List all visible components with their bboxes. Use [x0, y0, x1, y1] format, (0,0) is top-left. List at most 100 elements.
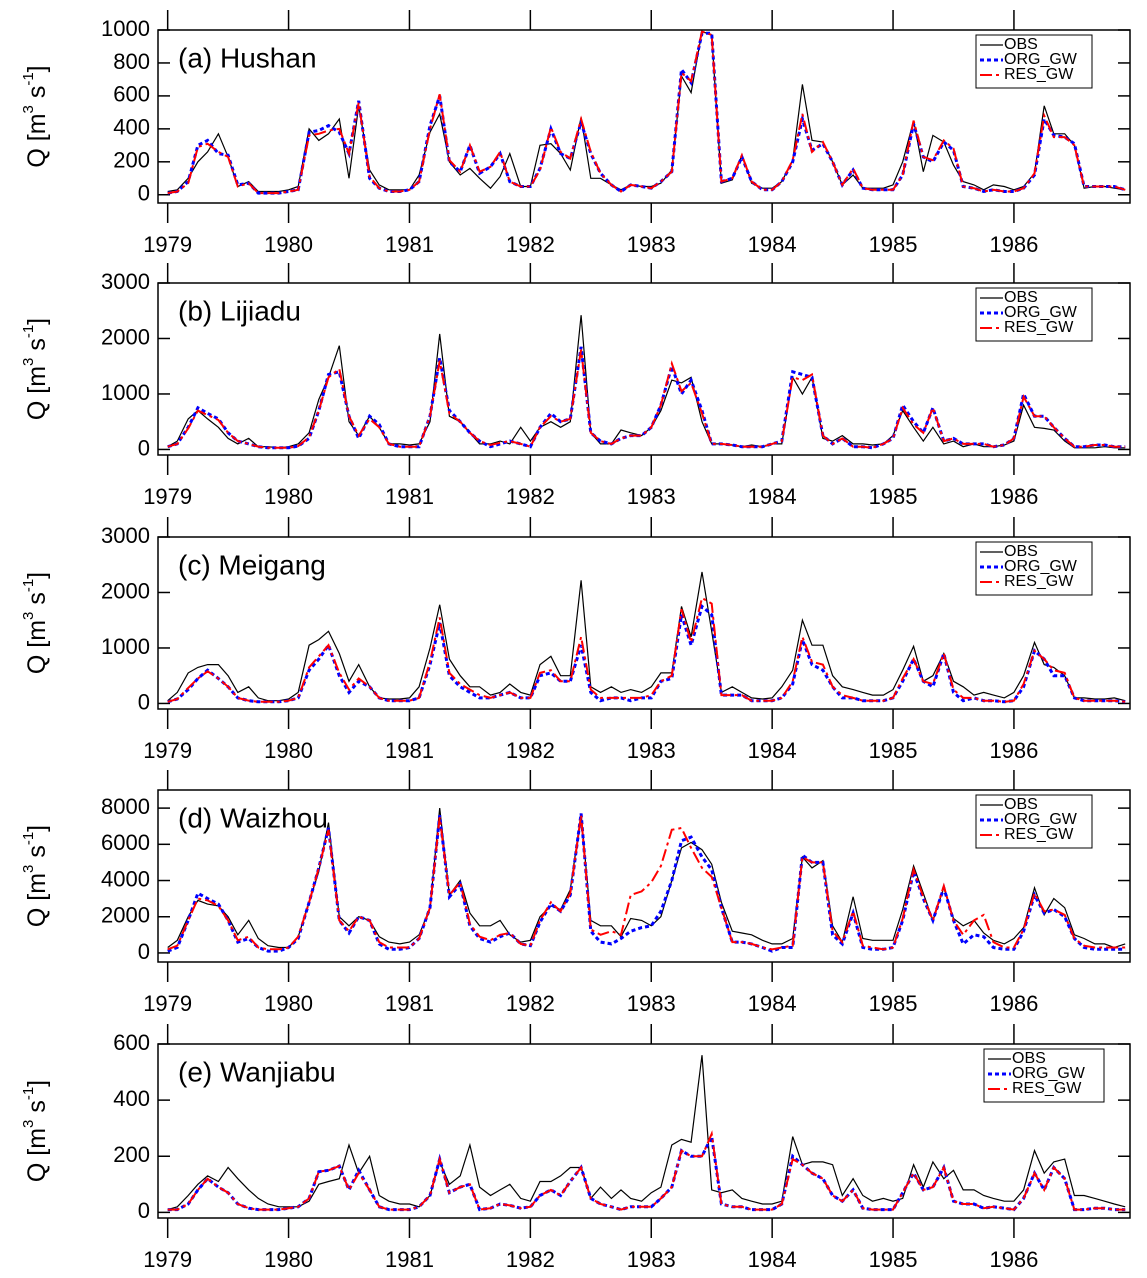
x-tick-label: 1982 [506, 738, 555, 763]
x-tick-label: 1980 [264, 232, 313, 257]
legend-label: OBS [1012, 1050, 1046, 1067]
x-tick-label: 1986 [989, 991, 1038, 1016]
y-tick-label: 1000 [101, 380, 150, 405]
panel: 1979 1980 1981 1982 1983 1984 1985 1986 0 200 400 6… [20, 10, 1131, 257]
plot-frame [157, 1043, 1131, 1219]
plot-frame [157, 536, 1131, 710]
legend-label: ORG_GW [1012, 1065, 1086, 1082]
x-tick-label: 1984 [748, 738, 797, 763]
series-line [167, 349, 1126, 449]
x-tick-label: 1982 [506, 1247, 555, 1272]
legend-label: ORG_GW [1004, 51, 1078, 68]
x-tick-label: 1984 [748, 232, 797, 257]
x-tick-label: 1981 [385, 232, 434, 257]
y-tick-label: 400 [113, 1086, 150, 1111]
x-tick-label: 1985 [869, 991, 918, 1016]
y-axis-label-part: Q [m [23, 620, 51, 674]
panel-title: (e) Wanjiabu [178, 1056, 336, 1087]
y-axis-label-part: s [23, 86, 51, 105]
y-tick-label: 600 [113, 82, 150, 107]
x-tick-label: 1981 [385, 1247, 434, 1272]
plot-frame [157, 29, 1131, 204]
y-axis-label: Q [m3 s-1] [20, 1080, 50, 1182]
y-tick-label: 800 [113, 49, 150, 74]
y-axis-label-part: s [23, 845, 51, 864]
series-line [167, 603, 1126, 704]
y-axis-label-part: -1 [20, 579, 37, 592]
y-axis-label-part: -1 [20, 832, 37, 845]
series-line [167, 30, 1126, 195]
y-tick-label: 0 [138, 939, 150, 964]
series-line [167, 1130, 1126, 1211]
y-axis-label-part: s [23, 338, 51, 357]
legend-label: OBS [1004, 289, 1038, 306]
x-tick-label: 1982 [506, 484, 555, 509]
panel: 1979 1980 1981 1982 1983 1984 1985 1986 0 200 400 6… [20, 1024, 1131, 1272]
y-tick-label: 8000 [101, 794, 150, 819]
legend-label: OBS [1004, 796, 1038, 813]
x-tick-label: 1986 [989, 484, 1038, 509]
panel-title: (a) Hushan [178, 42, 317, 73]
legend-label: RES_GW [1012, 1080, 1082, 1097]
y-tick-label: 6000 [101, 830, 150, 855]
legend-label: ORG_GW [1004, 811, 1078, 828]
x-tick-label: 1983 [627, 991, 676, 1016]
x-tick-label: 1980 [264, 991, 313, 1016]
y-axis-label-part: -1 [20, 72, 37, 85]
y-axis-label: Q [m3 s-1] [20, 825, 50, 927]
x-tick-label: 1979 [143, 232, 192, 257]
x-tick-label: 1983 [627, 738, 676, 763]
y-axis-label-part: 3 [20, 612, 37, 620]
x-tick-label: 1979 [143, 991, 192, 1016]
y-tick-label: 4000 [101, 866, 150, 891]
y-tick-label: 600 [113, 1030, 150, 1055]
series-line [167, 1055, 1126, 1211]
y-tick-label: 3000 [101, 523, 150, 548]
x-tick-label: 1980 [264, 1247, 313, 1272]
y-tick-label: 400 [113, 115, 150, 140]
y-tick-label: 0 [138, 181, 150, 206]
panel-title: (b) Lijiadu [178, 295, 301, 326]
panel-title: (c) Meigang [178, 549, 326, 580]
plot-frame [157, 789, 1131, 963]
legend-label: ORG_GW [1004, 558, 1078, 575]
y-tick-label: 0 [138, 435, 150, 460]
x-tick-label: 1979 [143, 1247, 192, 1272]
legend-label: OBS [1004, 36, 1038, 53]
x-tick-label: 1986 [989, 738, 1038, 763]
x-tick-label: 1982 [506, 232, 555, 257]
x-tick-label: 1984 [748, 991, 797, 1016]
x-tick-label: 1981 [385, 991, 434, 1016]
y-tick-label: 2000 [101, 324, 150, 349]
x-tick-label: 1986 [989, 232, 1038, 257]
series-line [167, 596, 1126, 703]
legend-label: ORG_GW [1004, 304, 1078, 321]
legend-label: RES_GW [1004, 573, 1074, 590]
series-line [167, 1131, 1126, 1212]
y-axis-label-part: s [23, 592, 51, 611]
y-axis-label-part: 3 [20, 358, 37, 366]
x-tick-label: 1985 [869, 738, 918, 763]
y-tick-label: 0 [138, 689, 150, 714]
y-axis-label-part: ] [23, 825, 51, 832]
x-tick-label: 1979 [143, 484, 192, 509]
x-tick-label: 1980 [264, 738, 313, 763]
legend-label: RES_GW [1004, 319, 1074, 336]
y-axis-label-part: ] [23, 1080, 51, 1087]
panel: 1979 1980 1981 1982 1983 1984 1985 1986 0 2000 400… [20, 770, 1131, 1016]
y-tick-label: 200 [113, 1142, 150, 1167]
y-axis-label-part: Q [m [23, 366, 51, 420]
panel: 1979 1980 1981 1982 1983 1984 1985 1986 0 1000 200… [20, 263, 1131, 509]
y-axis-label: Q [m3 s-1] [20, 572, 50, 674]
plot-frame [157, 282, 1131, 456]
x-tick-label: 1979 [143, 738, 192, 763]
series-line [167, 571, 1126, 702]
panel-title: (d) Waizhou [178, 802, 328, 833]
x-tick-label: 1982 [506, 991, 555, 1016]
y-tick-label: 1000 [101, 634, 150, 659]
legend-label: OBS [1004, 543, 1038, 560]
legend-label: RES_GW [1004, 826, 1074, 843]
x-tick-label: 1980 [264, 484, 313, 509]
x-tick-label: 1981 [385, 738, 434, 763]
